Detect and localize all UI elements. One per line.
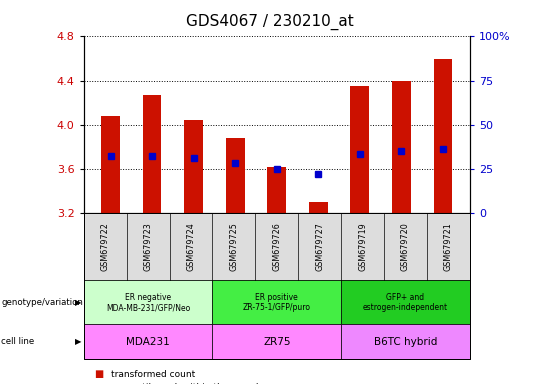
Text: GSM679720: GSM679720 [401,222,410,271]
Text: GSM679722: GSM679722 [100,222,110,271]
Text: MDA231: MDA231 [126,337,170,347]
Bar [350,86,369,213]
Bar [184,121,203,213]
Bar [309,202,328,213]
Text: GSM679727: GSM679727 [315,222,324,271]
Text: GSM679726: GSM679726 [272,222,281,271]
Bar [434,59,453,213]
Text: GSM679719: GSM679719 [358,222,367,271]
Text: ▶: ▶ [75,298,81,307]
Text: GSM679723: GSM679723 [144,222,153,271]
Text: ▶: ▶ [75,337,81,346]
Bar [267,167,286,213]
Text: cell line: cell line [1,337,35,346]
Text: B6TC hybrid: B6TC hybrid [374,337,437,347]
Text: GDS4067 / 230210_at: GDS4067 / 230210_at [186,13,354,30]
Text: ER negative
MDA-MB-231/GFP/Neo: ER negative MDA-MB-231/GFP/Neo [106,293,190,312]
Text: genotype/variation: genotype/variation [1,298,83,307]
Text: percentile rank within the sample: percentile rank within the sample [111,383,264,384]
Bar [102,116,120,213]
Bar [143,95,161,213]
Text: GSM679725: GSM679725 [230,222,238,271]
Text: transformed count: transformed count [111,370,195,379]
Bar [226,138,245,213]
Text: GSM679724: GSM679724 [186,222,195,271]
Text: GSM679721: GSM679721 [444,222,453,271]
Text: ■: ■ [94,369,104,379]
Text: ZR75: ZR75 [263,337,291,347]
Bar [392,81,411,213]
Text: ■: ■ [94,383,104,384]
Text: GFP+ and
estrogen-independent: GFP+ and estrogen-independent [363,293,448,312]
Text: ER positive
ZR-75-1/GFP/puro: ER positive ZR-75-1/GFP/puro [243,293,310,312]
